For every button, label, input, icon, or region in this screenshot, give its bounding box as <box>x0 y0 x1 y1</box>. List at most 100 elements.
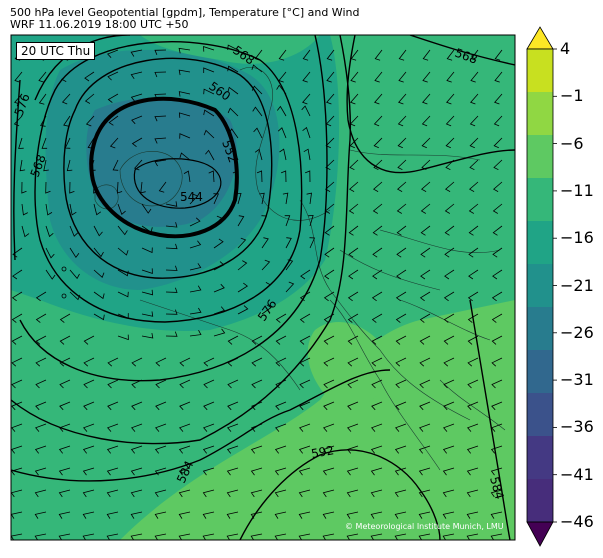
wind-barb <box>398 71 407 83</box>
wind-barb <box>252 106 263 117</box>
wind-barb <box>323 401 335 411</box>
wind-barb <box>178 69 191 76</box>
wind-barb <box>213 283 225 293</box>
colorbar-segment <box>527 307 553 351</box>
wind-barb <box>69 181 75 194</box>
wind-barb <box>154 445 167 454</box>
wind-barb <box>309 237 316 249</box>
wind-barb <box>237 237 247 249</box>
colorbar-tick-label: 4 <box>560 39 571 58</box>
wind-barb <box>35 401 47 411</box>
wind-barb <box>422 93 431 105</box>
wind-barb <box>298 489 311 498</box>
wind-barb <box>261 282 271 293</box>
wind-barb <box>261 215 268 227</box>
wind-barb <box>13 115 23 127</box>
wind-barb <box>189 217 201 227</box>
wind-barb <box>117 225 128 236</box>
wind-barb <box>346 511 359 519</box>
wind-barb <box>213 193 220 205</box>
wind-barb <box>395 291 407 302</box>
wind-barb <box>372 225 383 236</box>
wind-barb <box>299 313 311 323</box>
wind-barb <box>202 467 215 476</box>
wind-barb <box>346 467 359 476</box>
wind-barb <box>11 357 23 367</box>
wind-barb <box>275 313 287 323</box>
wind-barb <box>232 170 239 183</box>
wind-barb <box>227 107 239 117</box>
wind-barb <box>202 511 215 519</box>
wind-barb <box>300 269 311 280</box>
wind-barb <box>35 357 47 367</box>
wind-barb <box>12 269 23 280</box>
wind-barb <box>82 511 95 519</box>
wind-barb <box>227 423 239 432</box>
wind-barb <box>420 225 431 236</box>
wind-barb <box>444 269 455 280</box>
wind-barb <box>394 467 407 476</box>
wind-barb <box>261 304 272 315</box>
wind-barb <box>278 71 287 83</box>
wind-barb <box>418 489 431 498</box>
wind-barb <box>134 159 143 171</box>
wind-barb <box>323 291 335 302</box>
wind-barb <box>395 401 407 411</box>
wind-barb <box>490 489 503 498</box>
wind-barb <box>324 203 335 214</box>
wind-barb <box>298 533 311 540</box>
colorbar-segment <box>527 92 553 136</box>
wind-barb <box>45 181 51 194</box>
colorbar-tick-label: −21 <box>560 275 594 295</box>
wind-barb <box>282 192 289 205</box>
wind-barb <box>154 71 167 78</box>
wind-barb <box>421 181 431 192</box>
wind-barb <box>372 203 383 214</box>
wind-barb <box>11 335 23 345</box>
wind-barb <box>237 305 249 315</box>
wind-barb <box>237 260 248 271</box>
wind-barb <box>178 511 191 519</box>
wind-barb <box>373 159 383 171</box>
wind-barb <box>178 91 191 97</box>
wind-barb <box>418 445 431 454</box>
wind-barb <box>106 489 119 498</box>
wind-barb <box>394 533 407 540</box>
colorbar-segment <box>527 350 553 394</box>
wind-barb <box>213 261 225 271</box>
wind-barb <box>469 181 479 192</box>
wind-barb <box>250 511 263 519</box>
wind-barb <box>298 511 311 519</box>
wind-barb <box>21 203 28 216</box>
wind-barb <box>420 247 431 258</box>
wind-barb <box>131 423 143 432</box>
wind-barb <box>347 423 359 432</box>
wind-barb <box>490 511 503 519</box>
wind-barb <box>179 152 191 161</box>
wind-barb <box>83 379 95 389</box>
wind-barb <box>165 309 178 315</box>
wind-barb <box>58 467 71 476</box>
wind-barb <box>419 401 431 411</box>
wind-barb <box>443 357 455 367</box>
wind-barb <box>66 159 73 172</box>
wind-barb <box>285 259 294 271</box>
wind-barb <box>179 357 191 367</box>
wind-barb <box>178 445 191 454</box>
wind-barb <box>208 170 215 183</box>
wind-barb <box>397 159 407 171</box>
wind-barb <box>299 379 311 389</box>
wind-barb <box>213 215 223 227</box>
wind-barb <box>490 445 503 454</box>
wind-barb <box>325 115 335 127</box>
wind-barb <box>93 291 105 300</box>
wind-barb <box>213 238 224 249</box>
wind-barb <box>165 265 178 271</box>
wind-barb <box>35 423 47 432</box>
wind-barb <box>93 181 99 194</box>
wind-barb <box>69 269 80 280</box>
colorbar-tick-label: −11 <box>560 180 594 200</box>
contour-label-584-e: 584 <box>487 475 506 501</box>
wind-barb <box>18 137 24 149</box>
wind-barb <box>189 307 202 315</box>
